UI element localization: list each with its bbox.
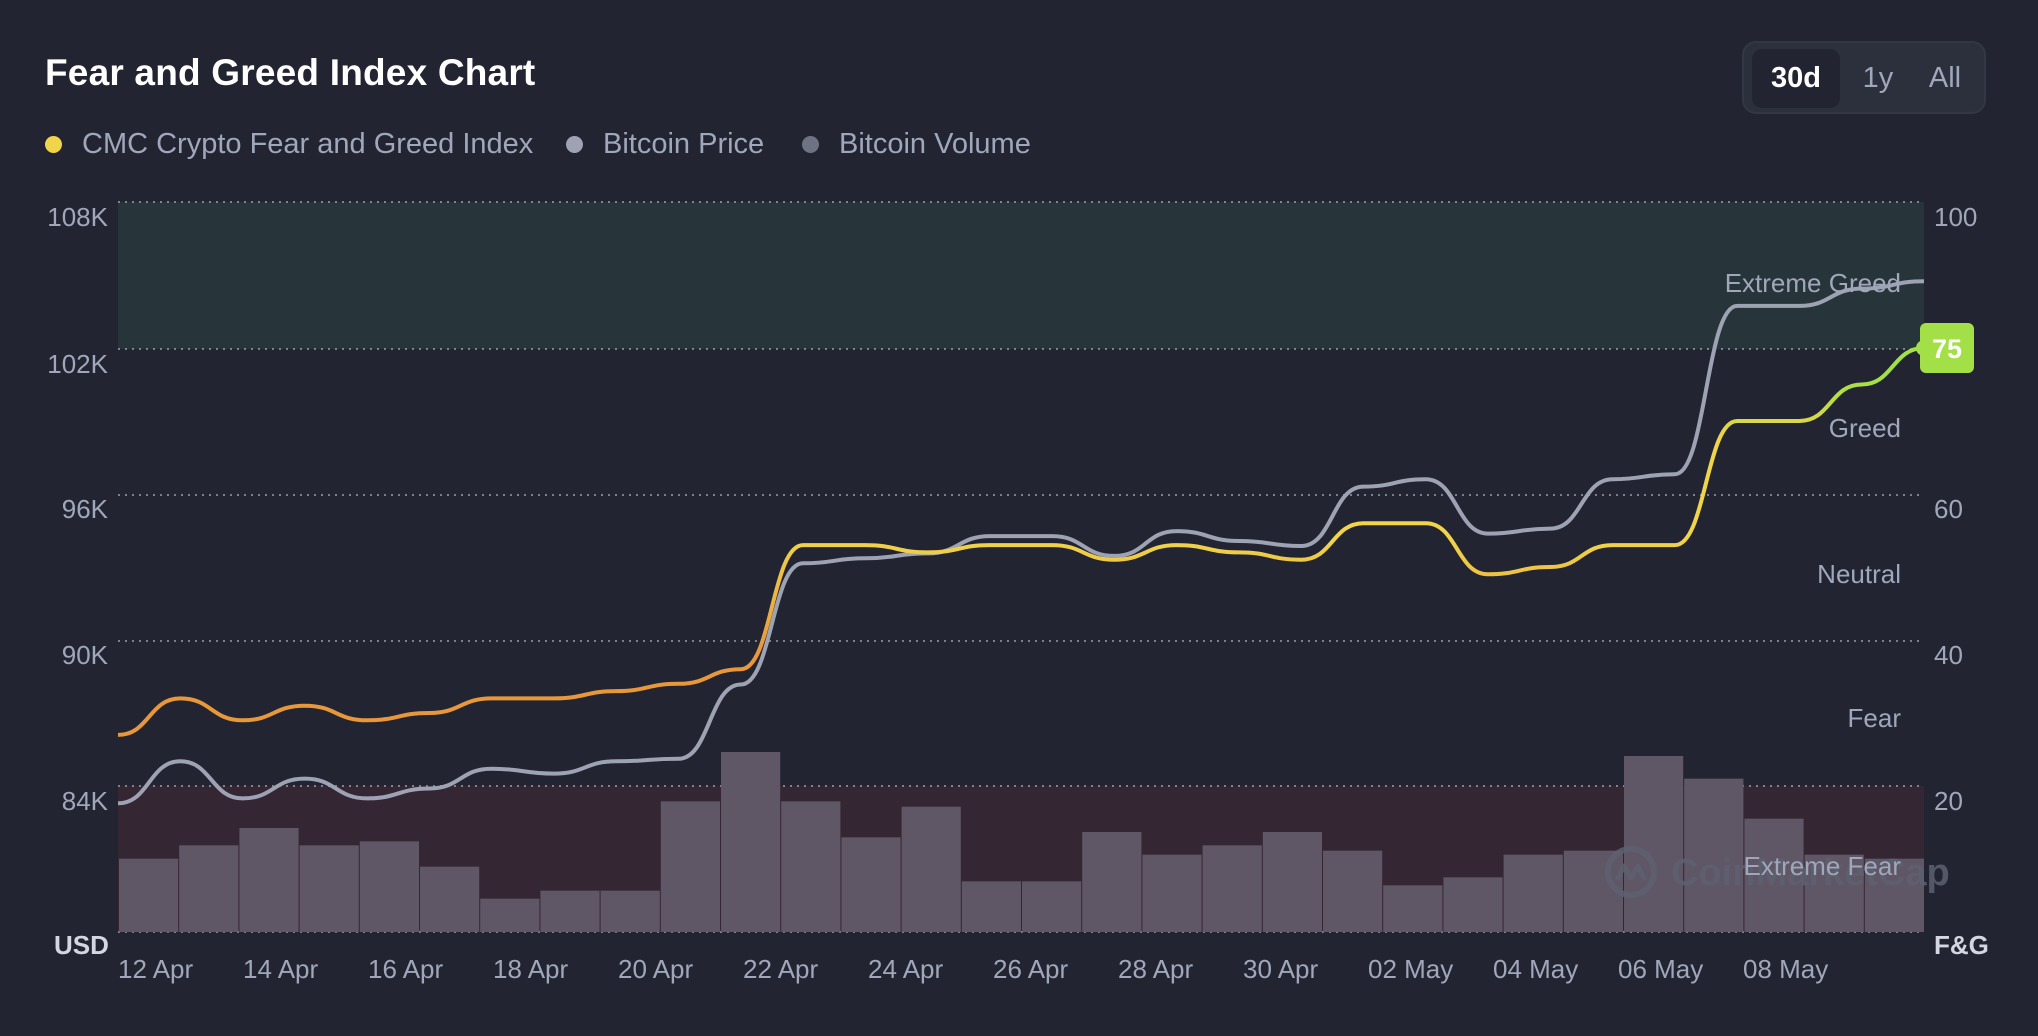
fear-greed-line xyxy=(117,346,1925,737)
zone-label: Fear xyxy=(1848,703,1902,733)
zone-label: Neutral xyxy=(1817,559,1901,589)
volume-bars xyxy=(119,752,1924,932)
legend-label: Bitcoin Volume xyxy=(839,128,1031,160)
range-30d-button[interactable]: 30d xyxy=(1752,49,1840,108)
x-tick-label: 14 Apr xyxy=(243,954,319,984)
badge-background xyxy=(1920,323,1974,373)
y-right-tick-label: 40 xyxy=(1934,640,1963,670)
zone-labels: Extreme Greed Greed Neutral Fear Extreme Fea… xyxy=(1725,268,1902,881)
y-right-tick-label: 100 xyxy=(1934,202,1977,232)
zone-label: Extreme Greed xyxy=(1725,268,1901,298)
legend-dot-fear-greed-icon xyxy=(45,136,62,153)
y-left-tick-label: 96K xyxy=(62,494,109,524)
y-axis-right: 100 60 40 20 xyxy=(1934,202,1977,816)
x-tick-label: 08 May xyxy=(1743,954,1828,984)
x-tick-label: 18 Apr xyxy=(493,954,569,984)
volume-bar xyxy=(1804,854,1864,932)
y-right-tick-label: 20 xyxy=(1934,786,1963,816)
volume-bar xyxy=(660,801,720,932)
legend-dot-volume-icon xyxy=(802,136,819,153)
volume-bar xyxy=(1142,854,1202,932)
legend-bitcoin-volume[interactable]: Bitcoin Volume xyxy=(802,124,1042,164)
gridlines xyxy=(118,201,1924,933)
volume-bar xyxy=(600,890,660,932)
volume-bar xyxy=(901,806,961,932)
bitcoin-price-line xyxy=(117,279,1925,806)
volume-bar xyxy=(1262,832,1322,932)
volume-bar xyxy=(1082,832,1142,932)
x-tick-label: 20 Apr xyxy=(618,954,694,984)
volume-bar xyxy=(1744,818,1804,932)
y-axis-right-unit: F&G xyxy=(1934,930,1989,960)
range-all-button[interactable]: All xyxy=(1928,62,1962,94)
volume-bar xyxy=(480,898,540,932)
volume-bar xyxy=(1563,850,1623,932)
volume-bar xyxy=(1624,756,1684,932)
volume-bar xyxy=(1864,858,1924,932)
y-axis-left: 108K 102K 96K 90K 84K xyxy=(47,202,108,816)
y-left-tick-label: 108K xyxy=(47,202,108,232)
x-tick-label: 22 Apr xyxy=(743,954,819,984)
volume-bar xyxy=(1202,845,1262,932)
x-tick-label: 04 May xyxy=(1493,954,1578,984)
volume-bar xyxy=(1022,881,1082,932)
watermark-text: CoinMarketCap xyxy=(1671,852,1950,894)
volume-bar xyxy=(119,858,179,932)
x-tick-label: 16 Apr xyxy=(368,954,444,984)
range-1y-button[interactable]: 1y xyxy=(1862,62,1894,94)
y-right-tick-label: 60 xyxy=(1934,494,1963,524)
volume-bar xyxy=(1503,854,1563,932)
x-tick-label: 26 Apr xyxy=(993,954,1069,984)
legend-label: CMC Crypto Fear and Greed Index xyxy=(82,128,534,160)
volume-bar xyxy=(721,752,781,932)
volume-bar xyxy=(179,845,239,932)
volume-bar xyxy=(841,837,901,932)
y-left-tick-label: 84K xyxy=(62,786,109,816)
volume-bar xyxy=(1323,850,1383,932)
y-axis-left-unit: USD xyxy=(54,930,109,960)
x-tick-label: 12 Apr xyxy=(118,954,194,984)
x-axis: 12 Apr 14 Apr 16 Apr 18 Apr 20 Apr 22 Apr 24 A… xyxy=(118,954,1828,984)
volume-bar xyxy=(781,801,841,932)
volume-bar xyxy=(1443,877,1503,932)
time-range-selector: 30d 1y All xyxy=(1742,41,1986,114)
volume-bar xyxy=(299,845,359,932)
legend-fear-greed[interactable]: CMC Crypto Fear and Greed Index xyxy=(45,124,565,164)
legend-dot-price-icon xyxy=(566,136,583,153)
x-tick-label: 06 May xyxy=(1618,954,1703,984)
y-left-tick-label: 102K xyxy=(47,349,108,379)
current-value-badge: 75 xyxy=(1916,323,1974,373)
coinmarketcap-logo-icon xyxy=(1605,846,1657,898)
volume-bar xyxy=(359,841,419,932)
volume-bar xyxy=(961,881,1021,932)
volume-bar xyxy=(1684,778,1744,932)
zone-label: Greed xyxy=(1829,413,1901,443)
logo-wave-icon xyxy=(1614,863,1648,882)
volume-bar xyxy=(420,866,480,932)
extreme-greed-zone xyxy=(118,202,1924,349)
x-tick-label: 30 Apr xyxy=(1243,954,1319,984)
y-left-tick-label: 90K xyxy=(62,640,109,670)
volume-bar xyxy=(239,828,299,932)
current-value-label: 75 xyxy=(1932,334,1962,364)
legend-bitcoin-price[interactable]: Bitcoin Price xyxy=(566,124,776,164)
x-tick-label: 24 Apr xyxy=(868,954,944,984)
zone-label: Extreme Fear xyxy=(1744,851,1902,881)
chart-title: Fear and Greed Index Chart xyxy=(45,52,536,93)
watermark: CoinMarketCap xyxy=(1605,846,1950,898)
x-tick-label: 02 May xyxy=(1368,954,1453,984)
x-tick-label: 28 Apr xyxy=(1118,954,1194,984)
volume-bar xyxy=(1383,885,1443,932)
volume-bar xyxy=(540,890,600,932)
legend-label: Bitcoin Price xyxy=(603,128,765,160)
